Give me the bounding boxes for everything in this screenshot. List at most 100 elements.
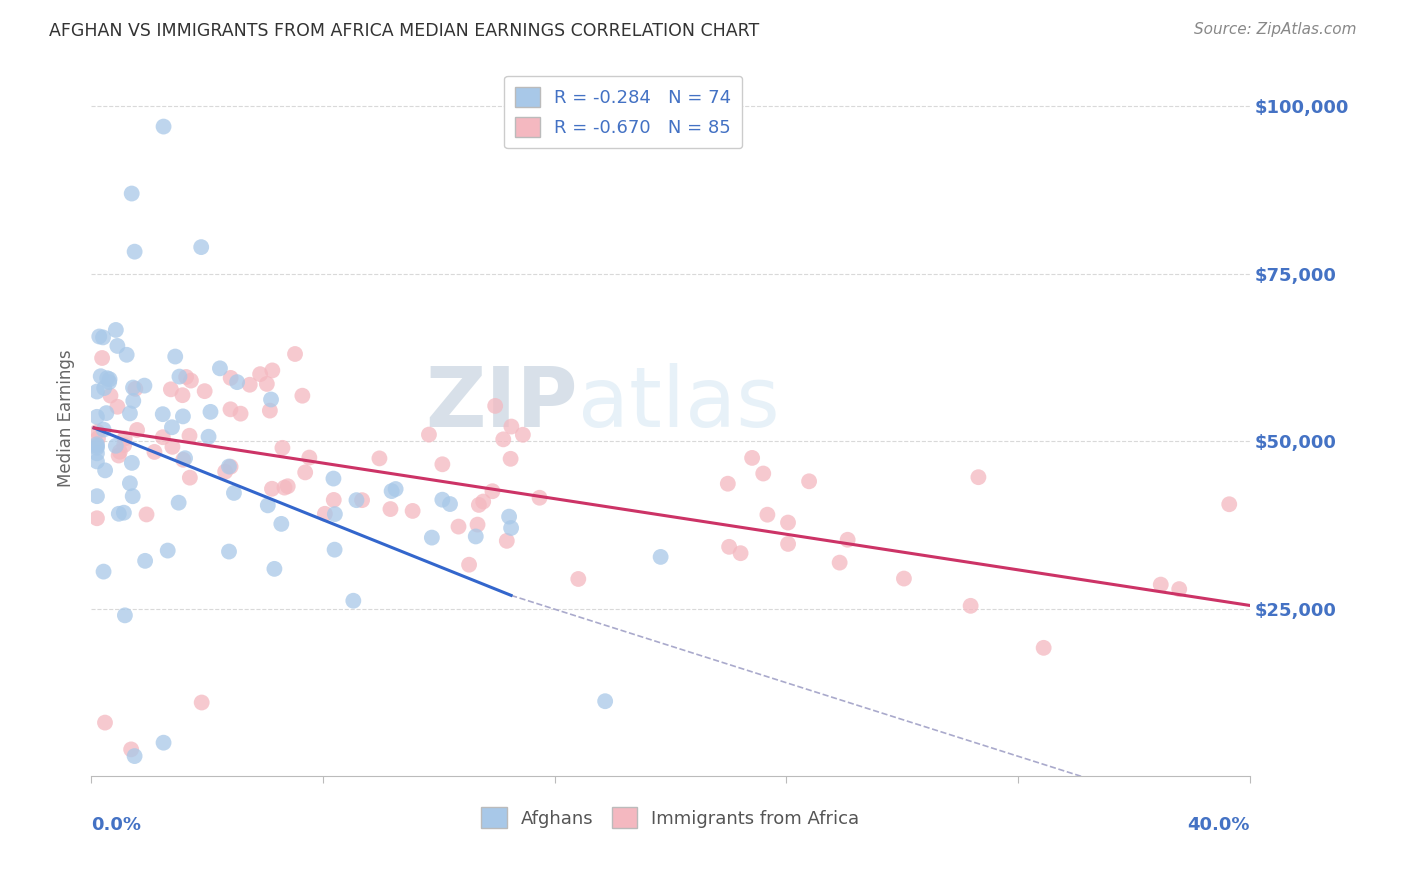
- Point: [124, 749, 146, 764]
- Point: [122, 380, 145, 394]
- Point: [94, 715, 117, 730]
- Point: [112, 506, 135, 520]
- Point: [717, 476, 740, 491]
- Point: [219, 371, 242, 385]
- Point: [86, 454, 108, 468]
- Point: [89, 329, 111, 343]
- Point: [529, 491, 551, 505]
- Point: [260, 482, 283, 496]
- Text: Source: ZipAtlas.com: Source: ZipAtlas.com: [1194, 22, 1357, 37]
- Point: [492, 433, 515, 447]
- Point: [323, 507, 346, 521]
- Point: [260, 392, 283, 407]
- Point: [222, 486, 245, 500]
- Point: [752, 467, 775, 481]
- Point: [134, 554, 156, 568]
- Point: [100, 389, 122, 403]
- Point: [174, 451, 197, 466]
- Point: [284, 347, 307, 361]
- Point: [104, 439, 127, 453]
- Point: [756, 508, 779, 522]
- Point: [893, 572, 915, 586]
- Point: [776, 516, 799, 530]
- Legend: Afghans, Immigrants from Africa: Afghans, Immigrants from Africa: [474, 800, 866, 835]
- Point: [273, 481, 295, 495]
- Point: [1032, 640, 1054, 655]
- Point: [218, 459, 240, 474]
- Point: [180, 374, 202, 388]
- Point: [567, 572, 589, 586]
- Point: [262, 363, 284, 377]
- Point: [718, 540, 741, 554]
- Point: [432, 492, 454, 507]
- Point: [143, 445, 166, 459]
- Point: [118, 406, 141, 420]
- Point: [194, 384, 217, 399]
- Text: 40.0%: 40.0%: [1187, 816, 1250, 834]
- Point: [190, 240, 212, 254]
- Point: [172, 452, 194, 467]
- Point: [259, 403, 281, 417]
- Point: [959, 599, 981, 613]
- Point: [384, 482, 406, 496]
- Point: [179, 429, 201, 443]
- Point: [208, 361, 231, 376]
- Point: [837, 533, 859, 547]
- Point: [291, 389, 314, 403]
- Point: [342, 593, 364, 607]
- Point: [93, 381, 115, 395]
- Point: [86, 384, 108, 399]
- Point: [86, 439, 108, 453]
- Point: [91, 330, 114, 344]
- Point: [468, 498, 491, 512]
- Point: [120, 742, 142, 756]
- Point: [90, 369, 112, 384]
- Point: [105, 339, 128, 353]
- Point: [86, 425, 108, 439]
- Point: [114, 432, 136, 446]
- Point: [741, 450, 763, 465]
- Point: [134, 378, 156, 392]
- Point: [501, 521, 523, 535]
- Point: [778, 537, 800, 551]
- Point: [484, 399, 506, 413]
- Point: [447, 519, 470, 533]
- Point: [86, 511, 108, 525]
- Point: [124, 382, 146, 396]
- Point: [105, 400, 128, 414]
- Point: [118, 476, 141, 491]
- Point: [179, 470, 201, 484]
- Point: [135, 508, 157, 522]
- Point: [98, 375, 121, 389]
- Point: [256, 499, 278, 513]
- Point: [420, 531, 443, 545]
- Point: [114, 608, 136, 623]
- Point: [121, 186, 143, 201]
- Point: [93, 423, 115, 437]
- Point: [464, 529, 486, 543]
- Point: [197, 430, 219, 444]
- Point: [200, 405, 222, 419]
- Point: [294, 466, 316, 480]
- Point: [498, 509, 520, 524]
- Point: [104, 323, 127, 337]
- Point: [229, 407, 252, 421]
- Point: [277, 479, 299, 493]
- Point: [352, 493, 374, 508]
- Point: [439, 497, 461, 511]
- Point: [108, 444, 131, 458]
- Point: [314, 507, 336, 521]
- Point: [156, 543, 179, 558]
- Point: [94, 463, 117, 477]
- Text: atlas: atlas: [578, 363, 779, 444]
- Point: [495, 533, 517, 548]
- Point: [1218, 497, 1240, 511]
- Point: [256, 376, 278, 391]
- Point: [967, 470, 990, 484]
- Point: [152, 120, 174, 134]
- Point: [401, 504, 423, 518]
- Point: [91, 351, 114, 365]
- Point: [107, 507, 129, 521]
- Point: [86, 437, 108, 451]
- Point: [249, 367, 271, 381]
